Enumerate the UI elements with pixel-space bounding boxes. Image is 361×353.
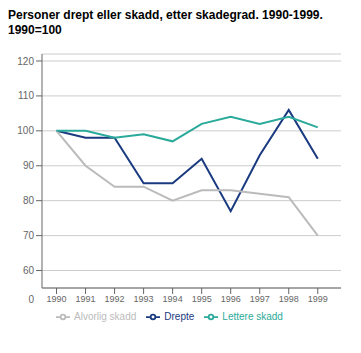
html-text:Alvorlig skadd: Alvorlig skadd [74, 310, 137, 322]
svg-text:1998: 1998 [279, 294, 299, 304]
svg-text:110: 110 [18, 90, 34, 101]
svg-text:60: 60 [23, 265, 35, 276]
html-text:Lettere skadd: Lettere skadd [222, 310, 283, 322]
svg-text:1999: 1999 [308, 294, 328, 304]
svg-text:1990: 1990 [46, 294, 66, 304]
svg-text:1994: 1994 [163, 294, 183, 304]
svg-text:1995: 1995 [192, 294, 212, 304]
html-text:Personer drept eller skadd, et: Personer drept eller skadd, etter skadeg… [8, 8, 323, 22]
svg-text:90: 90 [23, 160, 35, 171]
svg-text:1992: 1992 [105, 294, 125, 304]
html-text:1990=100: 1990=100 [8, 23, 62, 37]
svg-text:1993: 1993 [134, 294, 154, 304]
html-text:0: 0 [28, 294, 34, 305]
svg-text:80: 80 [23, 195, 35, 206]
html-text:Drepte: Drepte [164, 310, 195, 322]
svg-text:120: 120 [17, 56, 34, 67]
svg-text:1997: 1997 [250, 294, 270, 304]
svg-text:1996: 1996 [221, 294, 241, 304]
svg-text:100: 100 [17, 125, 34, 136]
svg-text:1991: 1991 [76, 294, 96, 304]
svg-text:70: 70 [23, 230, 35, 241]
